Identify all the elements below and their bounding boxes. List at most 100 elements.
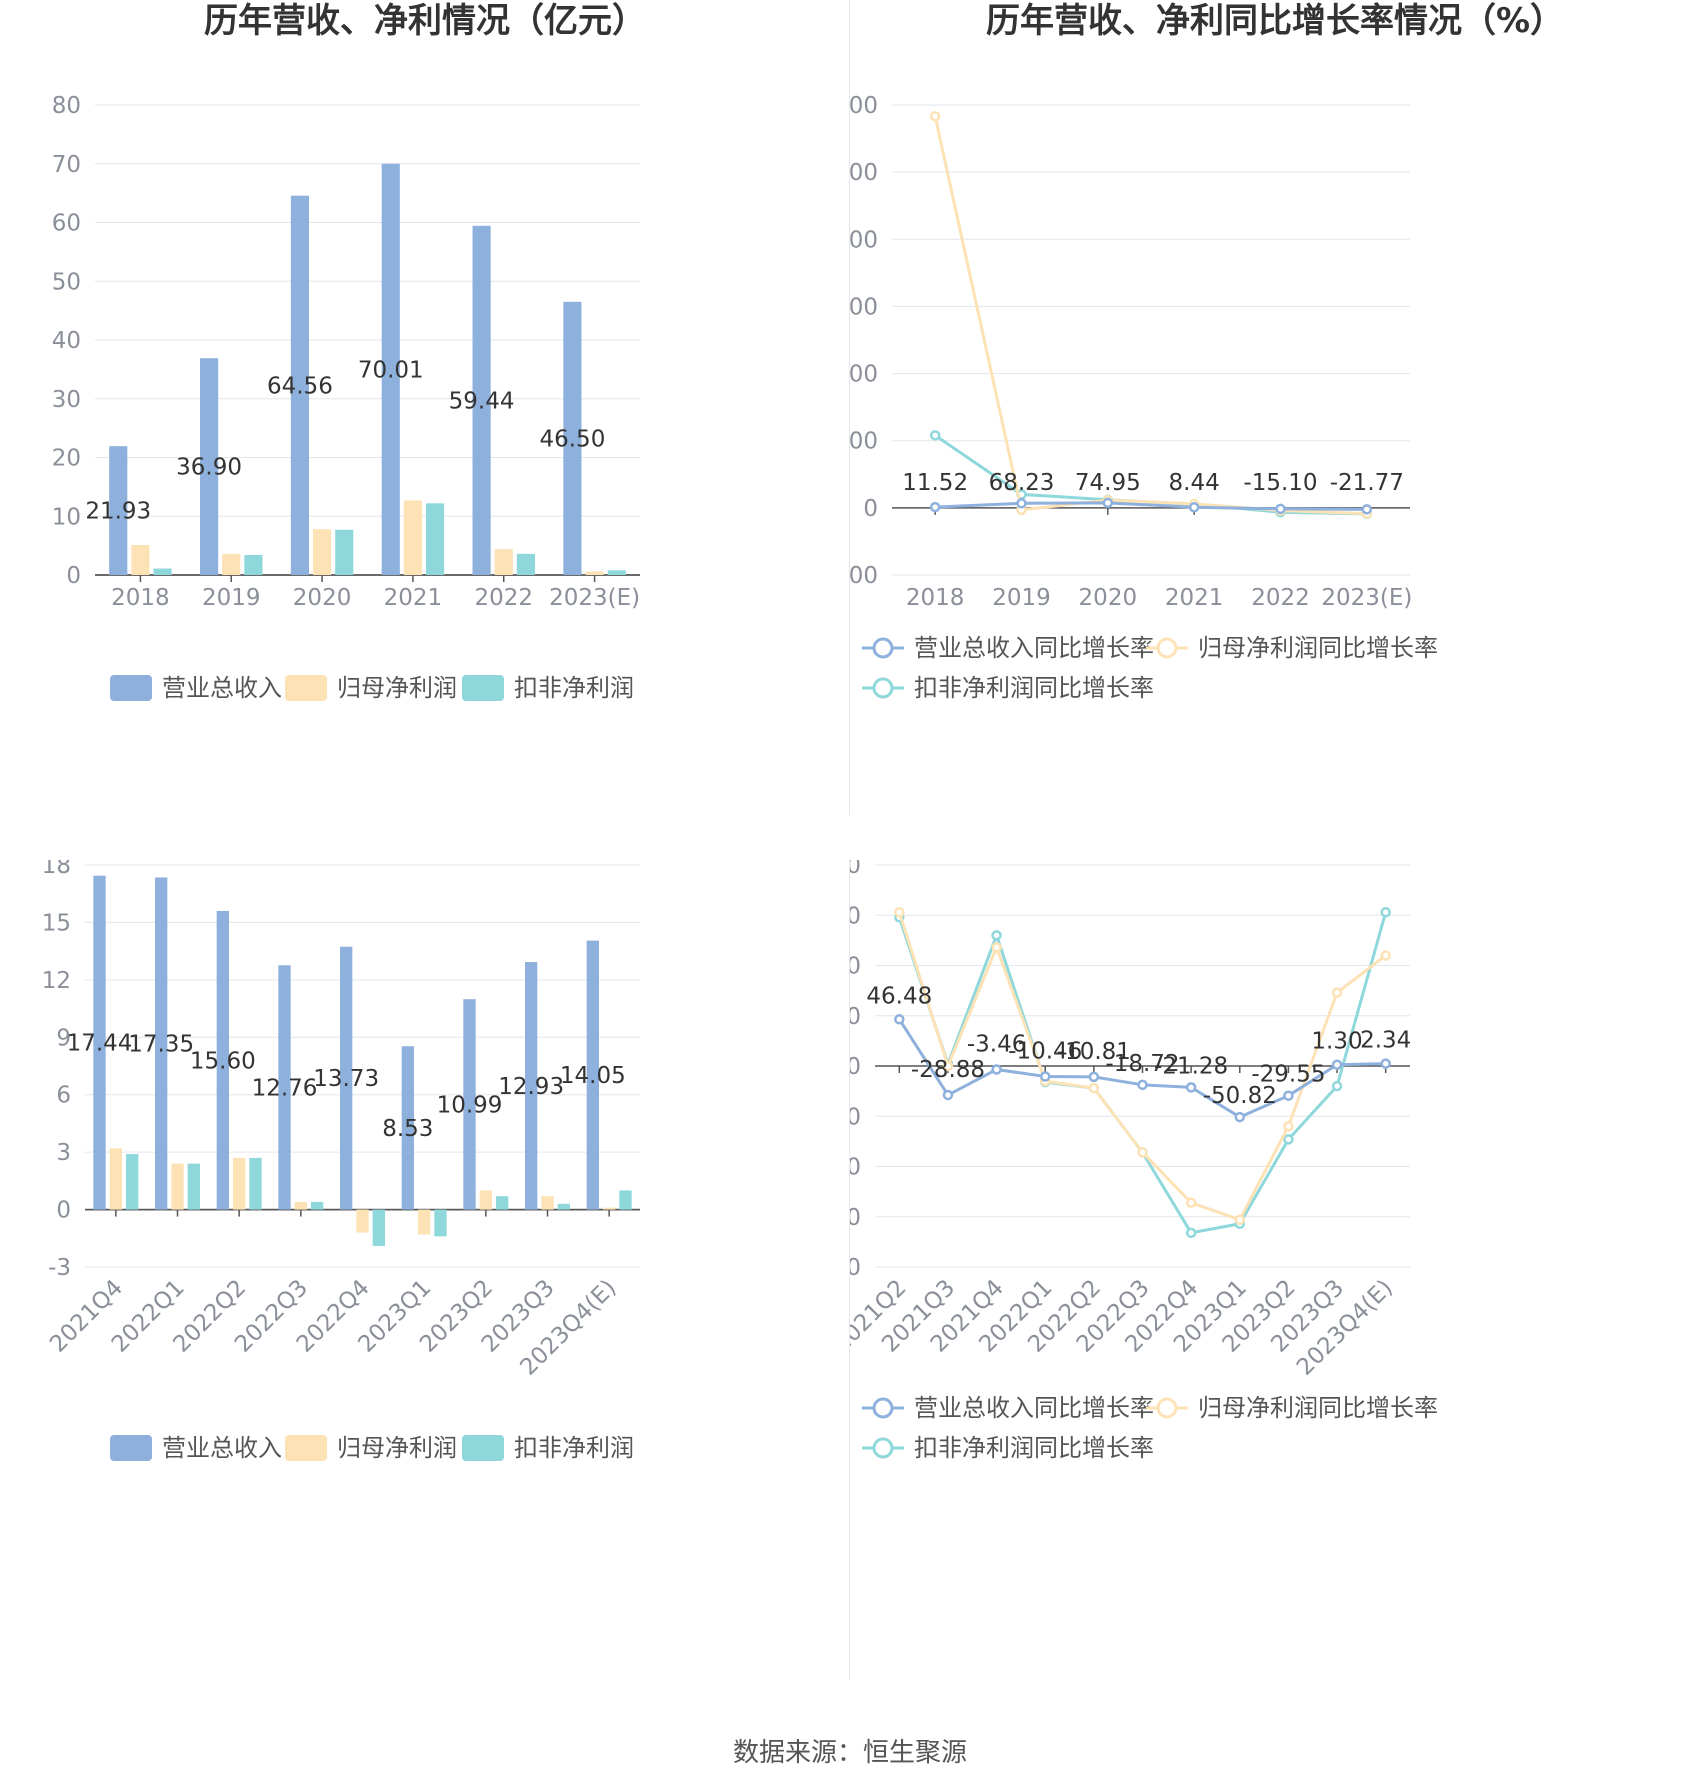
bar-deducted-profit [249,1157,262,1210]
bar-deducted-profit [335,529,354,575]
y-tick-label: 20 [52,446,81,472]
x-tick-label: 2021 [1165,585,1224,611]
data-label: 15.60 [190,1048,256,1074]
y-tick-label: -50 [850,1104,861,1130]
data-point [1331,1059,1343,1070]
data-point [1137,1147,1148,1158]
bar-net-profit [171,1163,184,1210]
data-label: 59.44 [449,388,515,414]
legend-swatch [285,1435,327,1461]
x-tick-label: 2021 [384,585,443,611]
bar-deducted-profit [187,1163,200,1210]
y-tick-label: 60 [52,211,81,237]
bar-revenue [155,877,168,1210]
bar-revenue [109,446,128,575]
bar-revenue [563,301,582,575]
y-tick-label: 15 [42,910,71,936]
legend-swatch-marker [1156,637,1178,659]
data-point [894,1014,905,1025]
legend-label: 扣非净利润 [514,674,634,702]
data-point [1016,498,1027,509]
data-label: -50.82 [1203,1083,1277,1109]
data-point [1283,1134,1294,1145]
x-tick-label: 2022 [1251,585,1310,611]
y-tick-label: -200 [850,1255,861,1281]
legend-label: 扣非净利润同比增长率 [914,1434,1154,1462]
x-tick-label: 2018 [111,585,170,611]
bar-net-profit [403,500,422,575]
legend-label: 扣非净利润 [514,1434,634,1462]
data-label: 8.44 [1169,470,1220,496]
bar-net-profit [109,1148,122,1210]
bar-net-profit [541,1196,554,1210]
legend-swatch-marker [872,1397,894,1419]
data-source-note: 数据来源：恒生聚源 [732,1738,967,1768]
data-label: -10.46 [1008,1039,1082,1065]
bar-deducted-profit [516,553,535,575]
legend-label: 归母净利润 [337,1434,457,1462]
data-point [991,1064,1002,1075]
y-tick-label: 200 [850,860,861,879]
data-label: 46.50 [539,426,605,452]
y-tick-label: 40 [52,328,81,354]
legend-swatch-marker [872,1437,894,1459]
data-label: 17.44 [67,1031,133,1057]
data-label: 13.73 [313,1066,379,1092]
data-label: 14.05 [560,1063,626,1089]
legend-label: 归母净利润同比增长率 [1198,634,1438,662]
data-label: 8.53 [382,1116,433,1142]
chart-svg: 历年营收、净利情况（亿元） 0 10 20 30 40 50 60 70 80 2018 2019 20… [52,1,646,702]
y-tick-label: 18 [42,860,71,879]
bar-net-profit [585,571,604,575]
legend-swatch [110,675,152,701]
data-point [929,430,941,441]
series-line-revenue [935,501,1367,511]
x-tick-label: 2019 [992,585,1051,611]
bar-net-profit [356,1209,369,1233]
bar-revenue [278,965,291,1210]
chart-quarterly-growth-rate: 营收、净利同比增长率季度变动情况（%）-200-150-100-50050100… [809,762,1700,1720]
bar-deducted-profit [372,1209,385,1246]
y-tick-label: 5,000 [850,160,878,186]
bar-net-profit [233,1157,246,1210]
legend-swatch-marker [872,637,894,659]
legend-swatch [110,1435,152,1461]
y-tick-label: 30 [52,387,81,413]
y-tick-label: 6 [56,1083,71,1109]
bar-revenue [401,1046,414,1210]
data-label: 46.48 [866,983,932,1009]
data-point [991,942,1002,953]
legend-swatch-marker [1156,1397,1178,1419]
data-label: 21.93 [85,499,151,525]
series-line-net-profit [933,116,1367,516]
data-label: 11.52 [902,470,968,496]
data-point [929,501,941,513]
y-tick-label: 9 [56,1025,71,1051]
bar-deducted-profit [607,570,626,575]
data-label: 36.90 [176,455,242,481]
data-label: 12.93 [498,1074,564,1100]
data-point [1331,1080,1343,1092]
x-tick-label: 2023(E) [1321,585,1412,611]
bar-deducted-profit [434,1209,447,1237]
bar-revenue [381,163,400,575]
y-tick-label: 0 [66,563,81,589]
legend-swatch-marker [872,677,894,699]
x-tick-label: 2023(E) [549,585,640,611]
y-tick-label: -100 [850,1155,861,1181]
y-tick-label: 100 [850,954,861,980]
chart-quarterly-revenue-profit: 营收、净利季度变动情况（亿元）-303691215182021Q42022Q12… [0,762,850,1720]
data-point [1361,504,1373,515]
bar-net-profit [479,1190,492,1210]
bar-net-profit [494,549,513,575]
data-point [1188,502,1200,513]
data-label: 17.35 [128,1032,194,1058]
bar-net-profit [294,1201,307,1210]
x-tick-label: 2020 [293,585,352,611]
chart-annual-revenue-profit: 历年营收、净利情况（亿元） 0 10 20 30 40 50 60 70 80 2018 2019 20… [0,0,850,860]
data-point [1283,1121,1294,1132]
data-label: -10.81 [1057,1039,1131,1065]
bar-deducted-profit [126,1154,139,1210]
y-tick-label: 70 [52,152,81,178]
data-label: -15.10 [1243,470,1317,496]
